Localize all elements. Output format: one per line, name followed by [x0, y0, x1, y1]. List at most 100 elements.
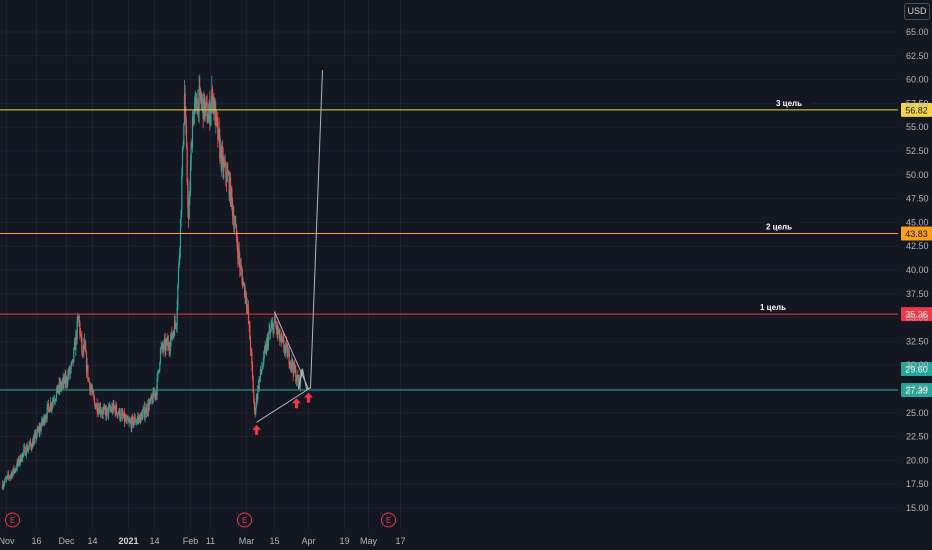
candle-body: [51, 401, 54, 405]
candle-body: [99, 406, 102, 413]
candle-body: [93, 394, 95, 398]
candle-body: [280, 336, 282, 341]
candle-body: [19, 454, 22, 462]
candle-body: [228, 174, 230, 196]
candle-body: [9, 476, 11, 478]
candle-body: [109, 409, 112, 411]
earnings-icon[interactable]: [5, 512, 20, 528]
grid: [0, 0, 898, 530]
candle-body: [218, 128, 220, 136]
candle-body: [175, 323, 177, 327]
candle-body: [53, 400, 55, 402]
candle-body: [260, 369, 262, 372]
candle-body: [191, 117, 194, 148]
candle-body: [189, 191, 191, 198]
candle-body: [262, 362, 264, 367]
candle-body: [144, 413, 146, 418]
candle-body: [159, 348, 162, 363]
candle-body: [255, 396, 258, 407]
candle-body: [164, 339, 166, 351]
candle-body: [75, 333, 78, 340]
candle-body: [139, 416, 141, 424]
candle-body: [8, 476, 10, 478]
candle-body: [56, 385, 58, 391]
candle-body: [177, 266, 180, 285]
candle-body: [252, 377, 254, 393]
candle-body: [43, 416, 45, 421]
candle-body: [243, 282, 245, 284]
candle-body: [202, 98, 204, 120]
candle-body: [201, 101, 203, 104]
candle-body: [88, 378, 90, 383]
candle-body: [5, 478, 7, 480]
candle-body: [93, 397, 96, 403]
candle-body: [195, 98, 198, 109]
candle-body: [154, 393, 156, 396]
candle-body: [139, 413, 142, 424]
projection-path: [298, 70, 323, 390]
candle-body: [194, 99, 196, 105]
y-tick-label: 32.50: [906, 336, 929, 346]
candle-body: [87, 364, 89, 379]
candle-body: [122, 415, 124, 418]
candle-body: [149, 399, 151, 404]
candle-body: [173, 320, 176, 337]
level-badge: [901, 383, 932, 398]
candle-body: [279, 329, 281, 342]
candle-body: [57, 385, 59, 393]
candle-body: [65, 377, 67, 384]
x-tick-label: Feb: [183, 536, 199, 546]
candle-body: [23, 448, 25, 453]
candle-body: [107, 407, 109, 415]
candle-body: [263, 350, 266, 352]
candle-body: [205, 101, 207, 106]
candle-body: [236, 237, 238, 247]
y-tick-label: 40.00: [906, 265, 929, 275]
earnings-icon[interactable]: [237, 512, 252, 528]
candle-body: [212, 98, 214, 107]
candle-body: [168, 346, 170, 350]
candle-body: [115, 405, 118, 413]
x-tick-label: Nov: [0, 536, 15, 546]
candle-body: [143, 407, 145, 410]
candle-body: [204, 105, 206, 116]
candle-body: [271, 324, 273, 328]
target-label-bg: [765, 221, 801, 232]
candle-body: [208, 102, 210, 116]
candle-body: [259, 377, 261, 380]
y-tick-label: 55.00: [906, 122, 929, 132]
candle-body: [190, 145, 192, 165]
candle-body: [240, 266, 242, 270]
level-price-label: 43.83: [905, 229, 928, 239]
candle-body: [290, 363, 292, 366]
candle-body: [257, 385, 259, 399]
candle-body: [49, 402, 52, 411]
candle-body: [293, 362, 296, 371]
candle-body: [106, 407, 108, 409]
candle-body: [83, 343, 85, 353]
earnings-icon[interactable]: [381, 512, 396, 528]
candle-body: [188, 197, 190, 220]
candle-body: [244, 291, 246, 297]
candle-body: [105, 408, 108, 417]
candle-body: [171, 334, 174, 339]
candle-body: [103, 407, 106, 409]
candle-body: [135, 421, 138, 423]
candle-body: [229, 177, 231, 196]
candle-body: [146, 413, 148, 414]
candle-body: [253, 401, 256, 410]
candle-body: [183, 93, 186, 124]
candle-body: [119, 418, 122, 420]
candle-body: [159, 362, 161, 370]
candle-body: [198, 86, 200, 113]
candle-body: [63, 375, 66, 384]
candle-body: [76, 320, 78, 340]
currency-badge[interactable]: USD: [904, 3, 930, 20]
candle-body: [81, 336, 83, 351]
candle-body: [42, 420, 44, 423]
candle-body: [199, 88, 202, 99]
candle-body: [89, 382, 91, 391]
candle-body: [43, 416, 46, 424]
candle-body: [128, 421, 130, 423]
